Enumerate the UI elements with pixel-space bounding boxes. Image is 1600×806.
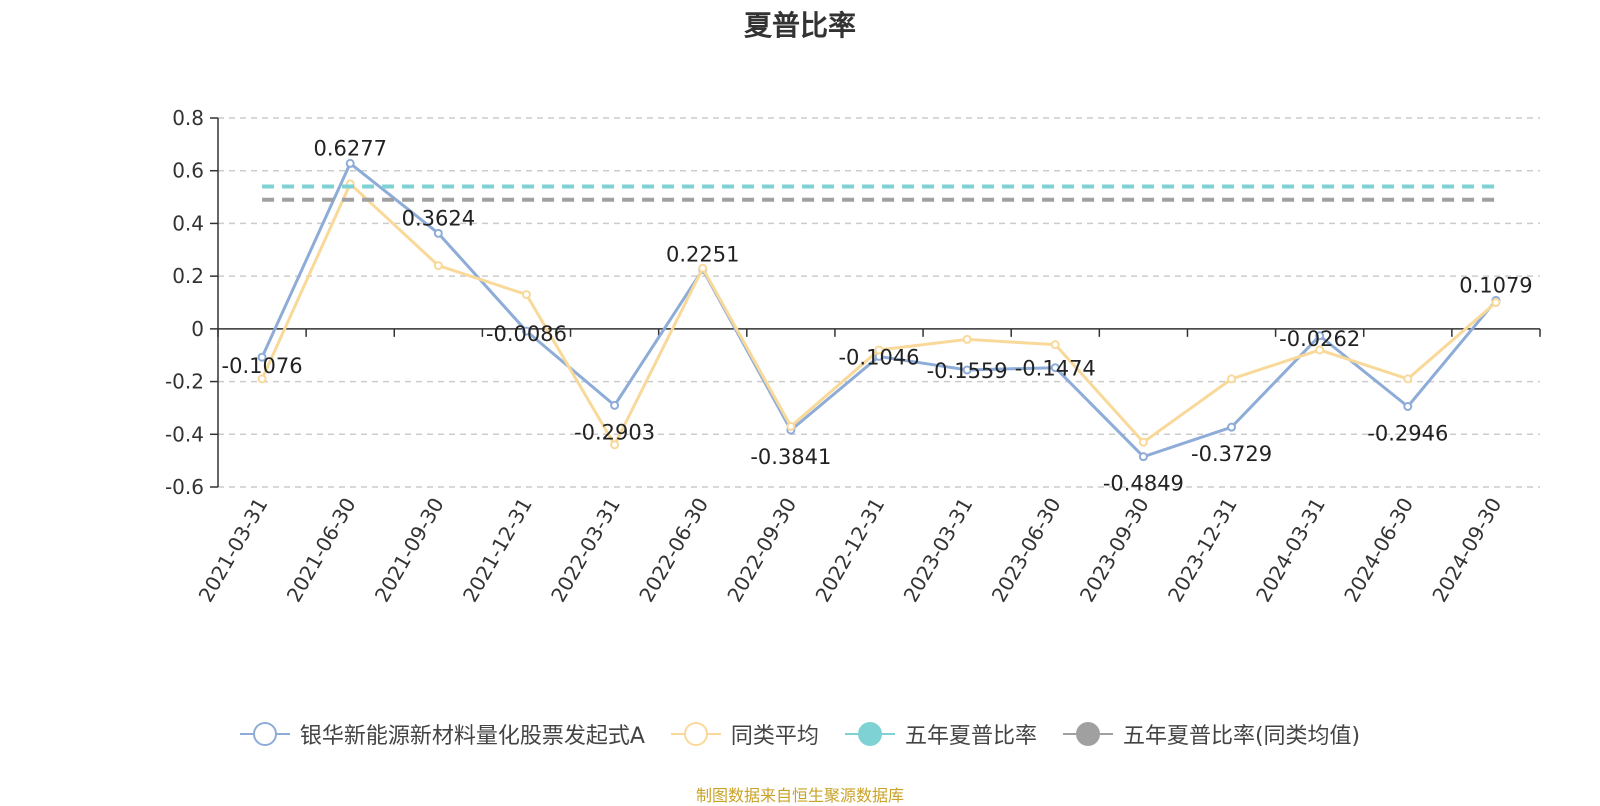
data-point bbox=[610, 400, 620, 410]
data-point bbox=[433, 261, 443, 271]
x-tick-label: 2022-06-30 bbox=[634, 494, 713, 607]
y-tick-label: 0.8 bbox=[172, 106, 204, 130]
data-point bbox=[345, 158, 355, 168]
legend-item[interactable]: 五年夏普比率 bbox=[844, 718, 1037, 750]
data-point bbox=[698, 263, 708, 273]
data-point bbox=[610, 440, 620, 450]
data-label: 0.2251 bbox=[666, 243, 739, 267]
data-point bbox=[1138, 452, 1148, 462]
data-point bbox=[1227, 374, 1237, 384]
data-point bbox=[257, 352, 267, 362]
x-tick-label: 2024-03-31 bbox=[1251, 494, 1330, 607]
x-tick-label: 2022-09-30 bbox=[722, 494, 801, 607]
legend-item[interactable]: 五年夏普比率(同类均值) bbox=[1062, 718, 1361, 750]
data-point bbox=[521, 290, 531, 300]
data-label: -0.1474 bbox=[1015, 357, 1096, 381]
x-tick-label: 2023-06-30 bbox=[987, 494, 1066, 607]
legend-item[interactable]: 同类平均 bbox=[670, 718, 819, 750]
data-label: -0.3841 bbox=[750, 445, 831, 469]
x-tick-label: 2024-06-30 bbox=[1339, 494, 1418, 607]
data-label: 0.6277 bbox=[313, 136, 386, 160]
data-label: -0.4849 bbox=[1103, 472, 1184, 496]
data-label: -0.1076 bbox=[222, 354, 303, 378]
y-tick-label: 0.6 bbox=[172, 159, 204, 183]
data-point bbox=[1050, 363, 1060, 373]
legend-label: 五年夏普比率(同类均值) bbox=[1122, 724, 1361, 749]
data-label: -0.0262 bbox=[1279, 327, 1360, 351]
data-point bbox=[1491, 298, 1501, 307]
data-label: -0.1046 bbox=[838, 345, 919, 369]
data-point bbox=[1315, 331, 1325, 341]
legend-marker-icon bbox=[844, 722, 895, 746]
x-tick-label: 2023-03-31 bbox=[899, 493, 978, 606]
x-tick-label: 2021-06-30 bbox=[282, 494, 361, 607]
x-tick-label: 2021-09-30 bbox=[370, 494, 449, 607]
x-tick-label: 2021-12-31 bbox=[458, 494, 537, 607]
legend-label: 五年夏普比率 bbox=[904, 724, 1037, 749]
data-point bbox=[962, 365, 972, 375]
x-tick-label: 2023-12-31 bbox=[1163, 494, 1242, 607]
legend-item[interactable]: 银华新能源新材料量化股票发起式A bbox=[239, 718, 645, 750]
y-tick-label: 0 bbox=[191, 317, 204, 341]
legend-marker-icon bbox=[670, 722, 721, 746]
x-tick-label: 2021-03-31 bbox=[193, 494, 272, 607]
data-point bbox=[962, 334, 972, 344]
y-tick-label: -0.6 bbox=[165, 475, 204, 499]
x-tick-label: 2022-12-31 bbox=[810, 494, 889, 607]
y-tick-label: -0.4 bbox=[165, 422, 204, 446]
legend-marker-icon bbox=[1062, 722, 1113, 746]
data-point bbox=[521, 326, 531, 336]
data-labels: -0.1076 0.6277 0.3624 -0.0086 -0.2903 0.2251 -… bbox=[222, 136, 1533, 495]
data-point bbox=[433, 228, 443, 238]
legend-label: 同类平均 bbox=[730, 724, 819, 749]
data-point bbox=[1050, 340, 1060, 350]
data-label: -0.2903 bbox=[574, 420, 655, 444]
series-lines bbox=[257, 158, 1501, 462]
data-point bbox=[874, 345, 884, 355]
data-point bbox=[1403, 374, 1413, 384]
data-point bbox=[786, 421, 796, 431]
grid-lines bbox=[218, 117, 1540, 488]
data-label: 0.3624 bbox=[402, 206, 475, 230]
source-note: 制图数据来自恒生聚源数据库 bbox=[695, 786, 904, 805]
x-tick-label: 2023-09-30 bbox=[1075, 494, 1154, 607]
data-point bbox=[257, 374, 267, 384]
legend-marker-icon bbox=[239, 722, 290, 746]
data-label: -0.2946 bbox=[1367, 422, 1448, 446]
x-tick-label: 2024-09-30 bbox=[1427, 494, 1506, 607]
y-tick-label: 0.4 bbox=[172, 211, 204, 235]
y-tick-label: 0.2 bbox=[172, 264, 204, 288]
legend: 银华新能源新材料量化股票发起式A 同类平均 五年夏普比率 五年夏普比率(同类均值) bbox=[0, 718, 1600, 750]
data-label: -0.3729 bbox=[1191, 442, 1272, 466]
data-point bbox=[1227, 422, 1237, 432]
x-tick-label: 2022-03-31 bbox=[546, 494, 625, 607]
y-tick-label: -0.2 bbox=[165, 370, 204, 394]
data-label: 0.1079 bbox=[1459, 273, 1532, 297]
chart-title: 夏普比率 bbox=[743, 9, 856, 42]
data-label: -0.1559 bbox=[927, 359, 1008, 383]
data-point bbox=[1403, 402, 1413, 412]
data-label: -0.0086 bbox=[486, 322, 567, 346]
data-point bbox=[1315, 345, 1325, 355]
data-point bbox=[1138, 437, 1148, 447]
legend-label: 银华新能源新材料量化股票发起式A bbox=[299, 724, 645, 749]
